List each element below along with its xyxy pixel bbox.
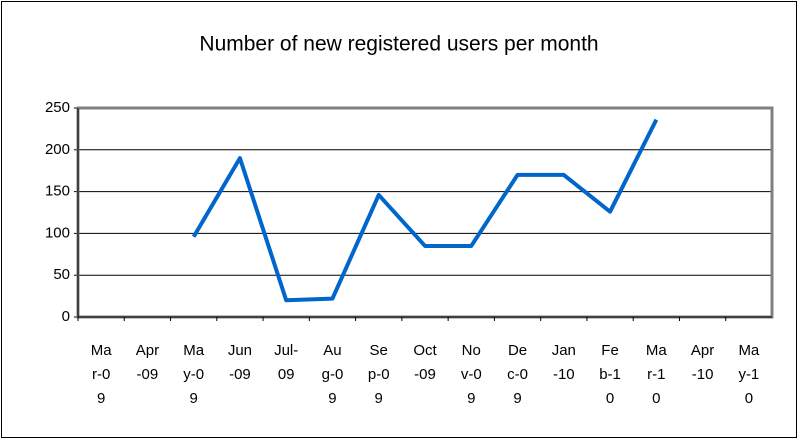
- x-tick-label: Mar-09: [90, 342, 112, 407]
- y-tick-label: 50: [53, 266, 70, 283]
- x-tick-label: Jul-09: [274, 342, 299, 383]
- x-tick-label: Apr-09: [135, 342, 160, 383]
- y-tick-label: 250: [45, 99, 70, 116]
- x-tick-label: May-09: [183, 342, 205, 407]
- x-tick-label: Nov-09: [460, 342, 482, 407]
- x-tick-label: May-10: [738, 342, 760, 407]
- x-tick-label: Mar-10: [645, 342, 667, 407]
- y-tick-label: 0: [62, 308, 70, 325]
- x-tick-label: Sep-09: [367, 342, 390, 407]
- x-tick-label: Jan-10: [551, 342, 576, 383]
- x-tick-label: Oct-09: [413, 342, 437, 383]
- y-tick-label: 150: [45, 183, 70, 200]
- chart-title: Number of new registered users per month: [199, 33, 598, 56]
- series-line: [191, 118, 659, 303]
- x-tick-label: Jun-09: [227, 342, 253, 383]
- x-tick-label: Dec-09: [507, 342, 528, 407]
- x-tick-label: Apr-10: [690, 342, 715, 383]
- y-tick-label: 200: [45, 141, 70, 158]
- x-tick-label: Aug-09: [321, 342, 344, 407]
- y-tick-label: 100: [45, 224, 70, 241]
- x-tick-label: Feb-10: [599, 342, 621, 407]
